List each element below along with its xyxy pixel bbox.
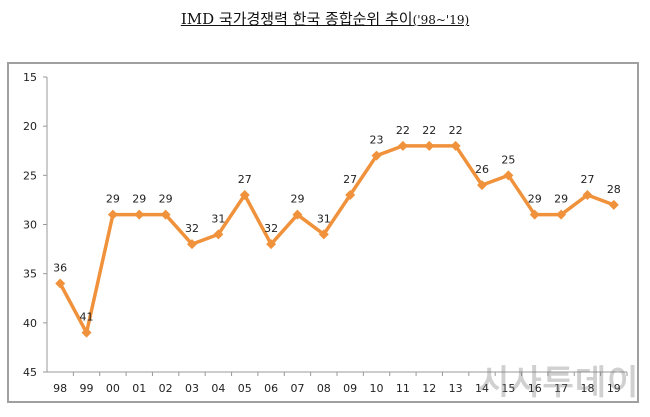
data-point	[318, 229, 329, 240]
series-line	[58, 144, 615, 335]
data-label: 31	[317, 212, 331, 225]
data-point	[134, 209, 145, 220]
data-point	[160, 209, 171, 220]
x-tick-label: 09	[343, 382, 357, 395]
data-label: 22	[449, 124, 463, 137]
data-point	[239, 190, 250, 200]
data-label: 31	[211, 212, 225, 225]
data-point	[107, 209, 118, 220]
data-label: 27	[238, 173, 252, 186]
x-tick-label: 11	[396, 382, 410, 395]
data-point	[55, 278, 66, 289]
data-label: 27	[580, 173, 594, 186]
chart-title-main: IMD 국가경쟁력 한국 종합순위 추이	[180, 10, 413, 28]
data-label: 29	[290, 193, 304, 206]
x-tick-label: 19	[607, 382, 621, 395]
y-tick-label: 30	[23, 219, 37, 232]
x-tick-label: 04	[211, 382, 225, 395]
x-tick-label: 07	[290, 382, 304, 395]
y-tick-label: 45	[23, 366, 37, 379]
data-point	[556, 209, 567, 220]
data-point	[450, 140, 461, 151]
data-label: 29	[159, 193, 173, 206]
data-point	[187, 239, 197, 250]
x-tick-label: 13	[449, 382, 463, 395]
y-tick-label: 40	[23, 317, 37, 330]
data-label: 23	[370, 134, 384, 147]
data-point	[345, 190, 356, 200]
data-label: 25	[501, 153, 515, 166]
data-point	[582, 190, 593, 200]
chart-title-period: ('98~'19)	[412, 13, 470, 27]
data-point	[608, 199, 619, 210]
x-tick-label: 00	[106, 382, 120, 395]
x-tick-label: 14	[475, 382, 489, 395]
x-tick-label: 10	[370, 382, 384, 395]
data-label: 32	[264, 222, 278, 235]
y-tick-label: 20	[23, 120, 37, 133]
data-point	[371, 150, 382, 161]
x-tick-label: 18	[580, 382, 594, 395]
y-tick-label: 15	[23, 71, 37, 84]
watermark-logo: 시사투데이	[478, 363, 640, 403]
data-label: 32	[185, 222, 199, 235]
x-tick-label: 08	[317, 382, 331, 395]
data-label: 22	[422, 124, 436, 137]
x-tick-label: 99	[80, 382, 94, 395]
x-tick-label: 05	[238, 382, 252, 395]
data-label: 29	[106, 193, 120, 206]
data-point	[424, 140, 435, 151]
x-tick-label: 02	[159, 382, 173, 395]
x-tick-label: 12	[422, 382, 436, 395]
data-point	[213, 229, 224, 240]
data-label: 27	[343, 173, 357, 186]
data-label: 28	[607, 183, 621, 196]
data-label: 29	[528, 193, 542, 206]
x-tick-label: 06	[264, 382, 278, 395]
x-tick-label: 17	[554, 382, 568, 395]
chart-title: IMD 국가경쟁력 한국 종합순위 추이('98~'19)	[0, 8, 650, 29]
y-tick-label: 25	[23, 169, 37, 182]
data-label: 41	[80, 311, 94, 324]
data-point	[81, 327, 92, 338]
x-tick-label: 15	[501, 382, 515, 395]
x-tick-label: 03	[185, 382, 199, 395]
data-point	[529, 209, 540, 220]
data-point	[266, 239, 277, 250]
data-label: 26	[475, 163, 489, 176]
data-point	[477, 180, 487, 191]
x-tick-label: 01	[132, 382, 146, 395]
data-label: 29	[554, 193, 568, 206]
data-point	[292, 209, 303, 220]
x-tick-label: 16	[528, 382, 542, 395]
y-tick-label: 35	[23, 268, 37, 281]
x-tick-label: 98	[53, 382, 67, 395]
data-label: 36	[53, 262, 67, 275]
data-point	[503, 170, 514, 181]
data-label: 29	[132, 193, 146, 206]
data-point	[397, 140, 408, 151]
data-label: 22	[396, 124, 410, 137]
